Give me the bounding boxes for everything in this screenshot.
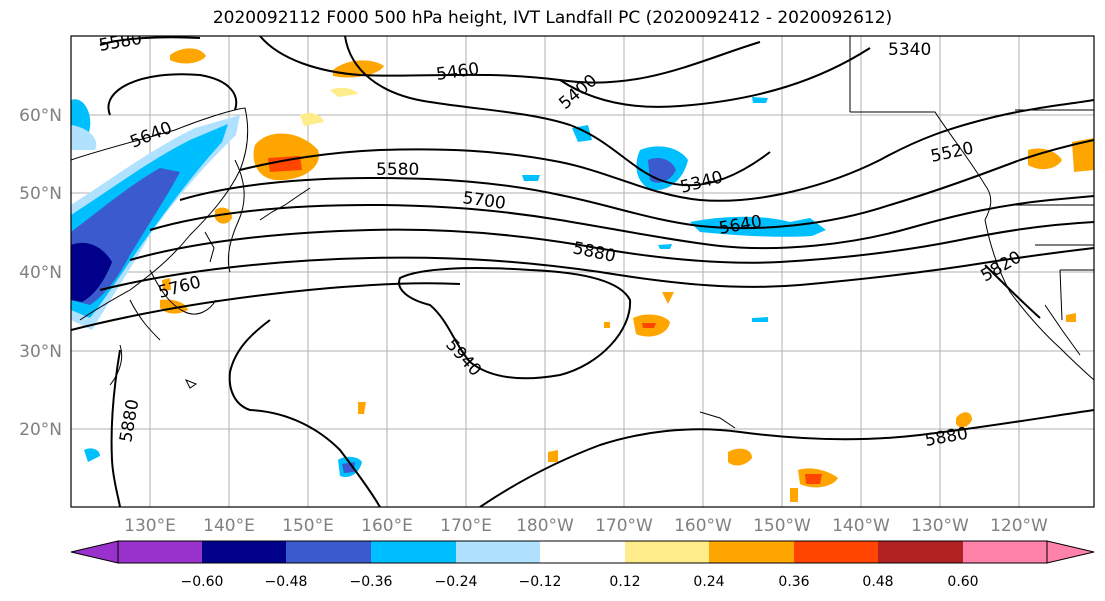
colorbar-bin — [794, 541, 878, 563]
colorbar-bin — [456, 541, 540, 563]
colorbar-bin — [118, 541, 202, 563]
colorbar-bin — [202, 541, 286, 563]
contour-label: 5340 — [888, 40, 931, 60]
colorbar-tick: −0.36 — [350, 574, 393, 590]
colorbar-tick: −0.60 — [181, 574, 224, 590]
lon-label: 160°E — [361, 516, 413, 536]
latitude-labels: 60°N 50°N 40°N 30°N 20°N — [19, 106, 62, 440]
lon-label: 150°E — [282, 516, 334, 536]
lat-label: 30°N — [19, 342, 62, 362]
colorbar-bin — [540, 541, 625, 563]
colorbar — [70, 540, 1095, 564]
longitude-labels: 130°E 140°E 150°E 160°E 170°E 180°W 170°… — [124, 516, 1048, 536]
colorbar-tick: 0.48 — [862, 574, 893, 590]
map-frame — [70, 35, 1095, 508]
lon-label: 150°W — [753, 516, 811, 536]
lon-label: 130°W — [911, 516, 969, 536]
colorbar-tick: 0.36 — [778, 574, 809, 590]
colorbar-tick: −0.12 — [519, 574, 562, 590]
map-title: 2020092112 F000 500 hPa height, IVT Land… — [212, 8, 893, 28]
ivt-negative-shading — [71, 97, 826, 478]
map-panel: 5580 5460 5400 5340 5640 5580 5520 5340 … — [71, 36, 1094, 507]
lon-label: 170°W — [595, 516, 653, 536]
colorbar-bin — [878, 541, 963, 563]
colorbar-bin — [625, 541, 709, 563]
colorbar-tick: 0.60 — [947, 574, 978, 590]
colorbar-bin — [371, 541, 456, 563]
lon-label: 130°E — [124, 516, 176, 536]
lat-label: 60°N — [19, 106, 62, 126]
colorbar-frame — [117, 540, 1048, 564]
lon-label: 180°W — [516, 516, 574, 536]
colorbar-bin — [963, 541, 1047, 563]
colorbar-ticks: −0.60 −0.48 −0.36 −0.24 −0.12 0.12 0.24 … — [181, 574, 979, 590]
lon-label: 170°E — [440, 516, 492, 536]
colorbar-tick: −0.48 — [265, 574, 308, 590]
colorbar-bin — [286, 541, 371, 563]
colorbar-extend-high — [1046, 540, 1095, 564]
colorbar-bin — [709, 541, 794, 563]
colorbar-tick: −0.24 — [435, 574, 478, 590]
contour-label: 5580 — [376, 160, 419, 180]
colorbar-tick: 0.12 — [609, 574, 640, 590]
lat-label: 50°N — [19, 184, 62, 204]
lat-label: 20°N — [19, 420, 62, 440]
lat-label: 40°N — [19, 263, 62, 283]
lon-label: 120°W — [990, 516, 1048, 536]
colorbar-extend-low — [70, 540, 119, 564]
lon-label: 140°E — [203, 516, 255, 536]
colorbar-tick: 0.24 — [693, 574, 724, 590]
lon-label: 140°W — [832, 516, 890, 536]
height-contours — [71, 36, 1094, 507]
lon-label: 160°W — [674, 516, 732, 536]
